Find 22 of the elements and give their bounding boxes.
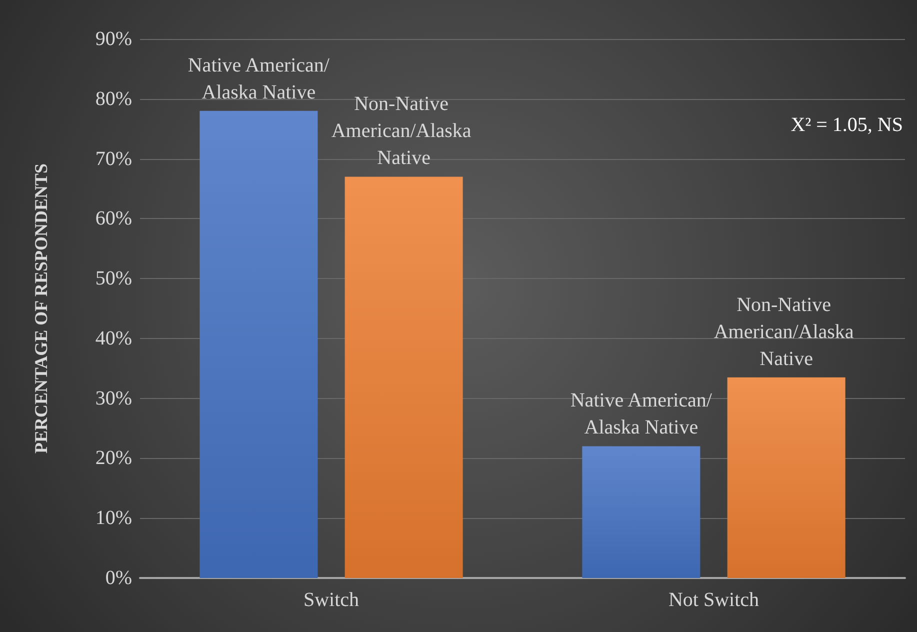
y-tick-label: 20% — [95, 447, 132, 470]
annotation: X² = 1.05, NS — [790, 114, 904, 136]
y-tick-label: 60% — [95, 208, 132, 230]
text: Non-Native American/Alaska Native — [331, 93, 472, 170]
bar — [727, 377, 846, 578]
series-label: Non-Native American/Alaska Native — [714, 294, 859, 370]
y-tick-label: 50% — [95, 268, 132, 290]
y-tick-label: 80% — [95, 88, 132, 110]
y-tick-label: 0% — [105, 567, 132, 589]
y-tick-label: 10% — [95, 507, 132, 530]
y-tick-label: 90% — [95, 28, 132, 50]
y-tick-label: 70% — [95, 148, 132, 170]
y-axis-title: PERCENTAGE OF RESPONDENTS — [31, 163, 51, 454]
bar — [344, 176, 463, 578]
y-tick-label: 40% — [95, 327, 132, 350]
y-tick-label: 30% — [95, 387, 132, 410]
bar — [200, 110, 318, 578]
x-tick-label: Not Switch — [668, 589, 760, 611]
x-tick-label: Switch — [303, 589, 360, 611]
bar — [582, 446, 700, 578]
series-label: Native American/Alaska Native — [188, 54, 330, 104]
text: Native American/Alaska Native — [570, 390, 712, 439]
